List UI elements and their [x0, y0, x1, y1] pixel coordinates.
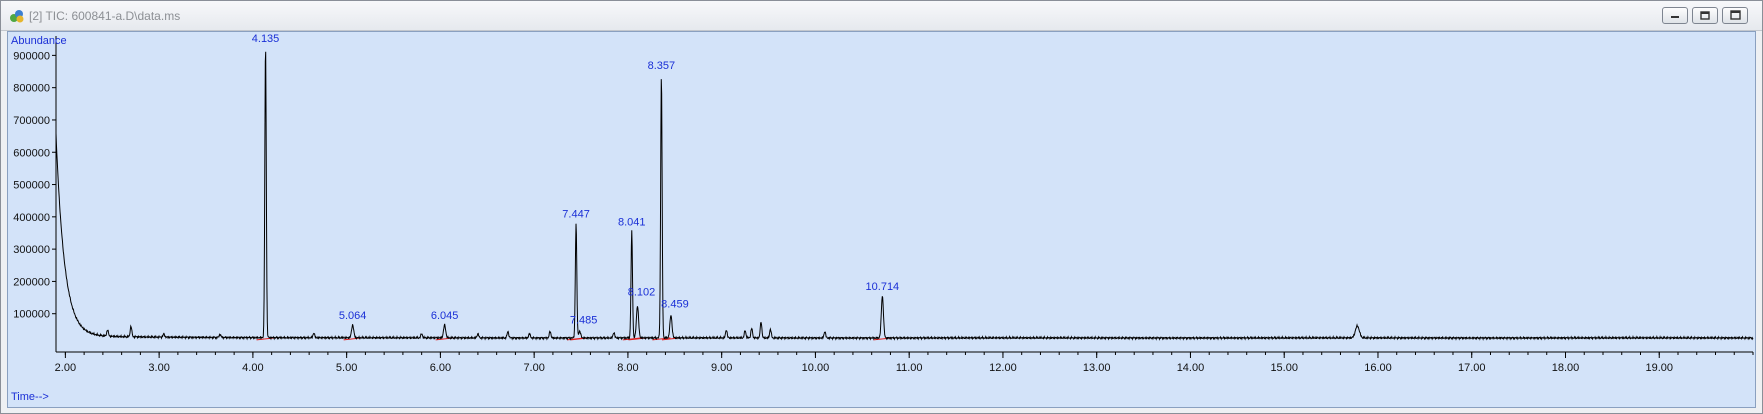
peak-label: 8.041: [618, 216, 646, 228]
peak-label: 4.135: [252, 33, 280, 45]
x-tick-label: 7.00: [523, 362, 544, 374]
x-tick-label: 14.00: [1177, 362, 1205, 374]
peak-label: 6.045: [431, 310, 459, 322]
x-tick-label: 8.00: [617, 362, 638, 374]
x-tick-label: 11.00: [896, 362, 923, 374]
y-tick-label: 500000: [13, 180, 50, 192]
x-tick-label: 19.00: [1645, 362, 1673, 374]
restore-button[interactable]: [1692, 7, 1718, 24]
x-axis: 2.00 3.00 4.00 5.00 6.00 7.00 8.00 9.00 10.00 11.…: [55, 351, 1754, 374]
x-tick-label: 2.00: [55, 362, 76, 374]
tic-trace: [55, 51, 1754, 341]
y-tick-label: 800000: [13, 83, 50, 95]
minimize-button[interactable]: [1662, 7, 1688, 24]
integration-baseline: [343, 337, 362, 341]
minimize-icon: [1671, 16, 1679, 18]
peak-label: 8.102: [628, 287, 656, 299]
x-tick-label: 9.00: [711, 362, 732, 374]
x-tick-label: 13.00: [1083, 362, 1111, 374]
x-tick-label: 16.00: [1364, 362, 1392, 374]
integration-baseline: [622, 337, 641, 341]
plot-area[interactable]: 100000 200000 300000 400000 500000 600000 7000…: [7, 31, 1756, 408]
y-tick-label: 900000: [13, 50, 50, 62]
peak-labels: 4.135 5.064 6.045 7.447 7.485 8.041 8.102 8.357…: [252, 33, 899, 326]
y-tick-label: 200000: [13, 276, 50, 288]
close-button[interactable]: [1722, 7, 1748, 24]
peak-label: 8.459: [661, 298, 689, 310]
integration-baseline: [256, 337, 275, 341]
peak-label: 7.485: [570, 314, 598, 326]
x-tick-label: 18.00: [1552, 362, 1580, 374]
peak-label: 5.064: [339, 310, 367, 322]
title-bar[interactable]: [2] TIC: 600841-a.D\data.ms: [1, 1, 1762, 31]
y-axis: 100000 200000 300000 400000 500000 600000 7000…: [13, 36, 57, 352]
x-tick-label: 3.00: [148, 362, 169, 374]
y-tick-label: 400000: [13, 212, 50, 224]
window-title: [2] TIC: 600841-a.D\data.ms: [29, 9, 181, 23]
y-tick-label: 700000: [13, 115, 50, 127]
tic-chromatogram: 100000 200000 300000 400000 500000 600000 7000…: [11, 33, 1754, 403]
close-icon: [1730, 10, 1741, 20]
chromatogram-app-icon: [10, 10, 24, 23]
y-tick-label: 300000: [13, 244, 50, 256]
x-tick-label: 12.00: [989, 362, 1017, 374]
x-axis-title: Time-->: [11, 391, 49, 403]
restore-icon: [1700, 11, 1710, 20]
y-tick-label: 100000: [13, 309, 50, 321]
y-axis-title: Abundance: [11, 35, 67, 47]
x-tick-label: 4.00: [242, 362, 263, 374]
peak-label: 7.447: [562, 208, 590, 220]
peak-label: 8.357: [648, 60, 676, 72]
x-tick-label: 10.00: [802, 362, 830, 374]
x-tick-label: 6.00: [430, 362, 451, 374]
x-tick-label: 5.00: [336, 362, 357, 374]
peak-label: 10.714: [866, 281, 900, 293]
y-tick-label: 600000: [13, 147, 50, 159]
x-tick-label: 15.00: [1270, 362, 1298, 374]
x-tick-label: 17.00: [1458, 362, 1486, 374]
